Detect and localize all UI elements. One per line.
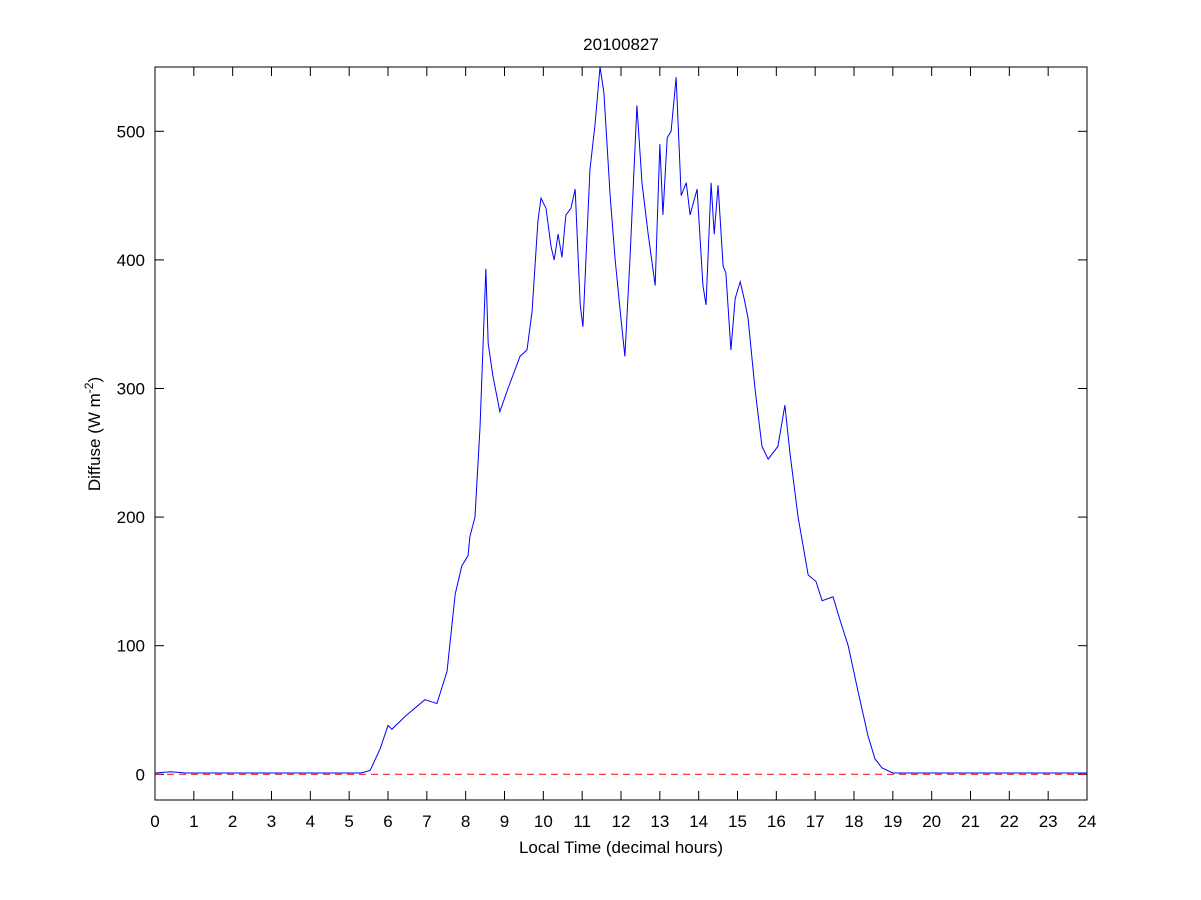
x-tick-label: 18 [845,812,864,831]
x-tick-label: 6 [383,812,392,831]
y-axis-label-sup: -2 [82,382,96,393]
y-axis-label-main: Diffuse (W m [85,393,104,491]
x-tick-label: 1 [189,812,198,831]
x-axis-label: Local Time (decimal hours) [519,838,723,857]
x-tick-label: 22 [1000,812,1019,831]
x-tick-label: 10 [534,812,553,831]
x-tick-label: 13 [650,812,669,831]
x-tick-label: 9 [500,812,509,831]
x-tick-label: 3 [267,812,276,831]
x-tick-label: 14 [689,812,708,831]
y-axis-label: Diffuse (W m-2) [82,377,104,491]
x-tick-label: 2 [228,812,237,831]
y-tick-label: 200 [117,508,145,527]
y-tick-label: 400 [117,251,145,270]
chart-title: 20100827 [583,35,659,54]
x-tick-label: 12 [612,812,631,831]
plot-box [154,66,1088,801]
x-tick-label: 4 [306,812,315,831]
y-tick-label: 0 [136,765,145,784]
x-tick-label: 20 [922,812,941,831]
x-tick-label: 11 [573,812,591,831]
y-tick-label: 100 [117,637,145,656]
x-tick-label: 19 [883,812,902,831]
x-tick-label: 23 [1039,812,1058,831]
x-tick-label: 5 [344,812,353,831]
x-tick-label: 15 [728,812,747,831]
x-tick-label: 16 [767,812,786,831]
y-tick-label: 300 [117,379,145,398]
y-tick-label: 500 [117,122,145,141]
x-tick-label: 0 [150,812,159,831]
x-tick-label: 21 [961,812,980,831]
x-tick-label: 17 [806,812,825,831]
y-axis-label-end: ) [85,377,104,383]
x-tick-label: 24 [1078,812,1097,831]
data-line [154,66,1087,774]
x-tick-label: 7 [422,812,431,831]
x-tick-label: 8 [461,812,470,831]
